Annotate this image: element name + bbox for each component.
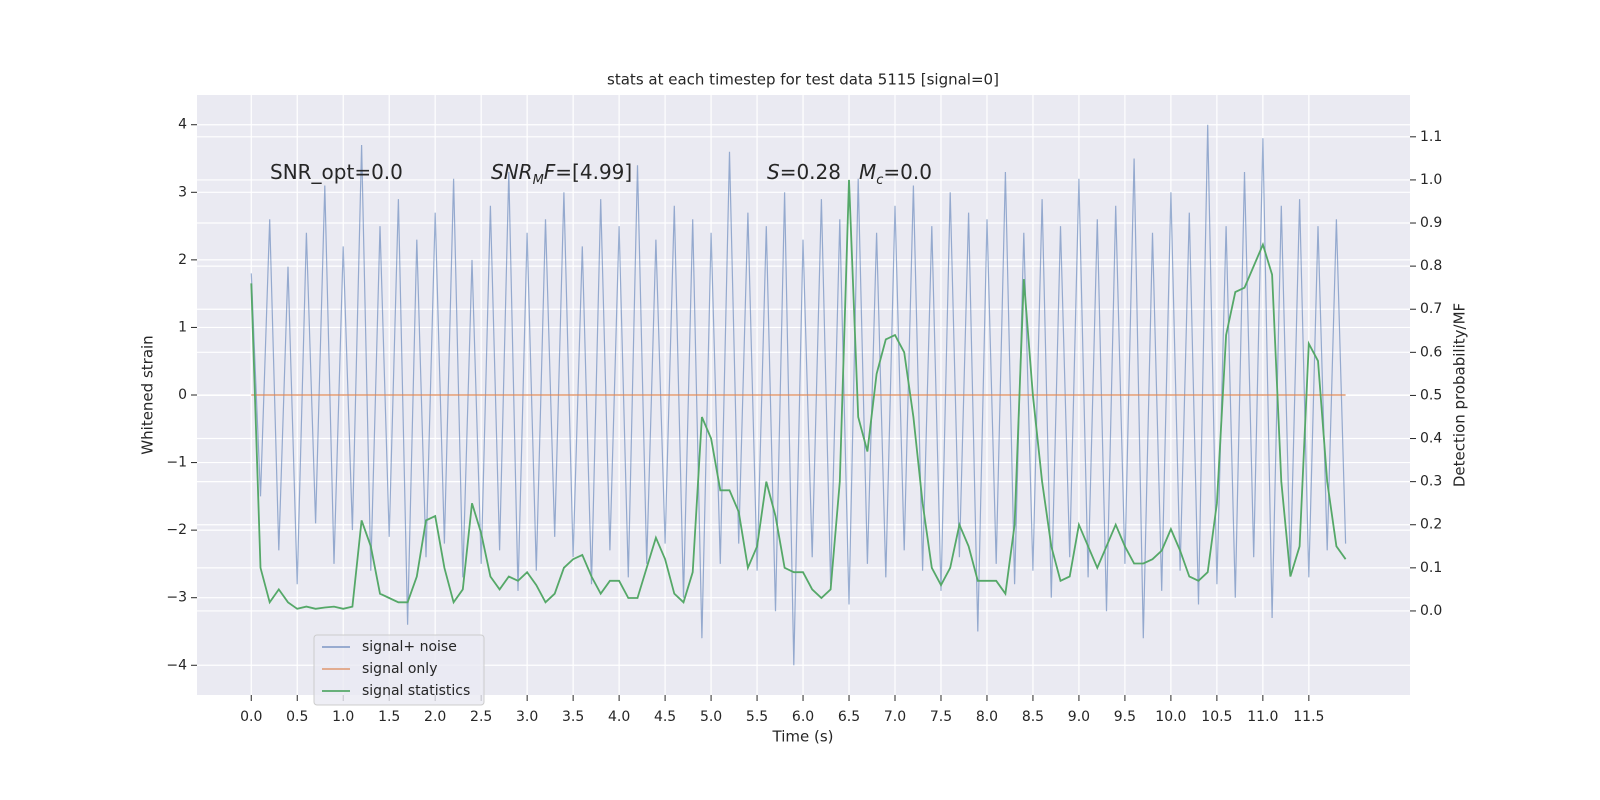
x-tick-label: 5.0 [700,709,722,725]
chart-title: stats at each timestep for test data 511… [607,71,999,89]
annotation-part: c [876,173,883,188]
y2-tick-label: 0.0 [1420,603,1442,619]
x-tick-label: 1.5 [378,709,400,725]
y2-tick-label: 0.8 [1420,258,1442,274]
annotation-part: =0.0 [883,160,932,184]
annotation-part: S [767,160,780,184]
x-tick-label: 3.0 [516,709,538,725]
y-tick-label: −4 [166,657,187,673]
legend-label: signal+ noise [362,639,457,655]
annotation-part: SNR_opt=0.0 [270,160,403,184]
y-tick-label: 3 [178,184,187,200]
x-tick-label: 7.5 [930,709,952,725]
x-tick-label: 10.5 [1201,709,1232,725]
annotation-part: M [859,160,876,184]
annotation-part: SNR [491,160,533,184]
x-tick-label: 6.5 [838,709,860,725]
x-tick-label: 4.5 [654,709,676,725]
y-axis-label: Whitened strain [139,335,157,454]
legend-box [313,634,485,706]
y2-tick-label: 0.4 [1420,431,1442,447]
annotation-part: =0.28 [780,160,841,184]
annotation: SNR_opt=0.0 [270,160,403,184]
y-tick-label: 4 [178,117,187,133]
series-line [250,124,1347,666]
y-tick-label: 1 [178,319,187,335]
y2-tick-label: 0.2 [1420,517,1442,533]
x-tick-label: 11.0 [1247,709,1278,725]
y-tick-label: 2 [178,252,187,268]
y2-tick-label: 1.1 [1420,129,1442,145]
x-tick-label: 0.5 [286,709,308,725]
annotation: S=0.28 [767,160,841,184]
legend-label: signal only [362,661,437,677]
legend-label: signal statistics [362,683,470,699]
y-tick-label: −3 [166,590,187,606]
x-tick-label: 0.0 [240,709,262,725]
y2-tick-label: 0.9 [1420,215,1442,231]
x-tick-label: 9.0 [1068,709,1090,725]
x-tick-label: 2.0 [424,709,446,725]
y2-tick-label: 0.3 [1420,474,1442,490]
annotation-part: F [544,160,556,184]
y2-tick-label: 0.7 [1420,301,1442,317]
y-tick-label: 0 [178,387,187,403]
x-tick-label: 10.0 [1155,709,1186,725]
y-tick-label: −1 [166,455,187,471]
y2-axis-label: Detection probability/MF [1451,303,1469,487]
x-tick-label: 5.5 [746,709,768,725]
x-tick-label: 3.5 [562,709,584,725]
annotation: Mc=0.0 [859,160,932,189]
y2-tick-label: 0.5 [1420,387,1442,403]
x-tick-label: 9.5 [1114,709,1136,725]
x-tick-label: 1.0 [332,709,354,725]
x-tick-label: 6.0 [792,709,814,725]
y2-tick-label: 1.0 [1420,172,1442,188]
annotation-part: =[4.99] [555,160,632,184]
annotation-part: M [533,173,544,188]
x-tick-label: 7.0 [884,709,906,725]
x-tick-label: 4.0 [608,709,630,725]
y2-tick-label: 0.1 [1420,560,1442,576]
x-axis-label: Time (s) [772,728,834,746]
x-tick-label: 11.5 [1293,709,1324,725]
annotation: SNRMF=[4.99] [491,160,632,189]
x-tick-label: 2.5 [470,709,492,725]
x-tick-label: 8.0 [976,709,998,725]
y-tick-label: −2 [166,522,187,538]
x-tick-label: 8.5 [1022,709,1044,725]
series-line [250,179,1347,610]
y2-tick-label: 0.6 [1420,344,1442,360]
